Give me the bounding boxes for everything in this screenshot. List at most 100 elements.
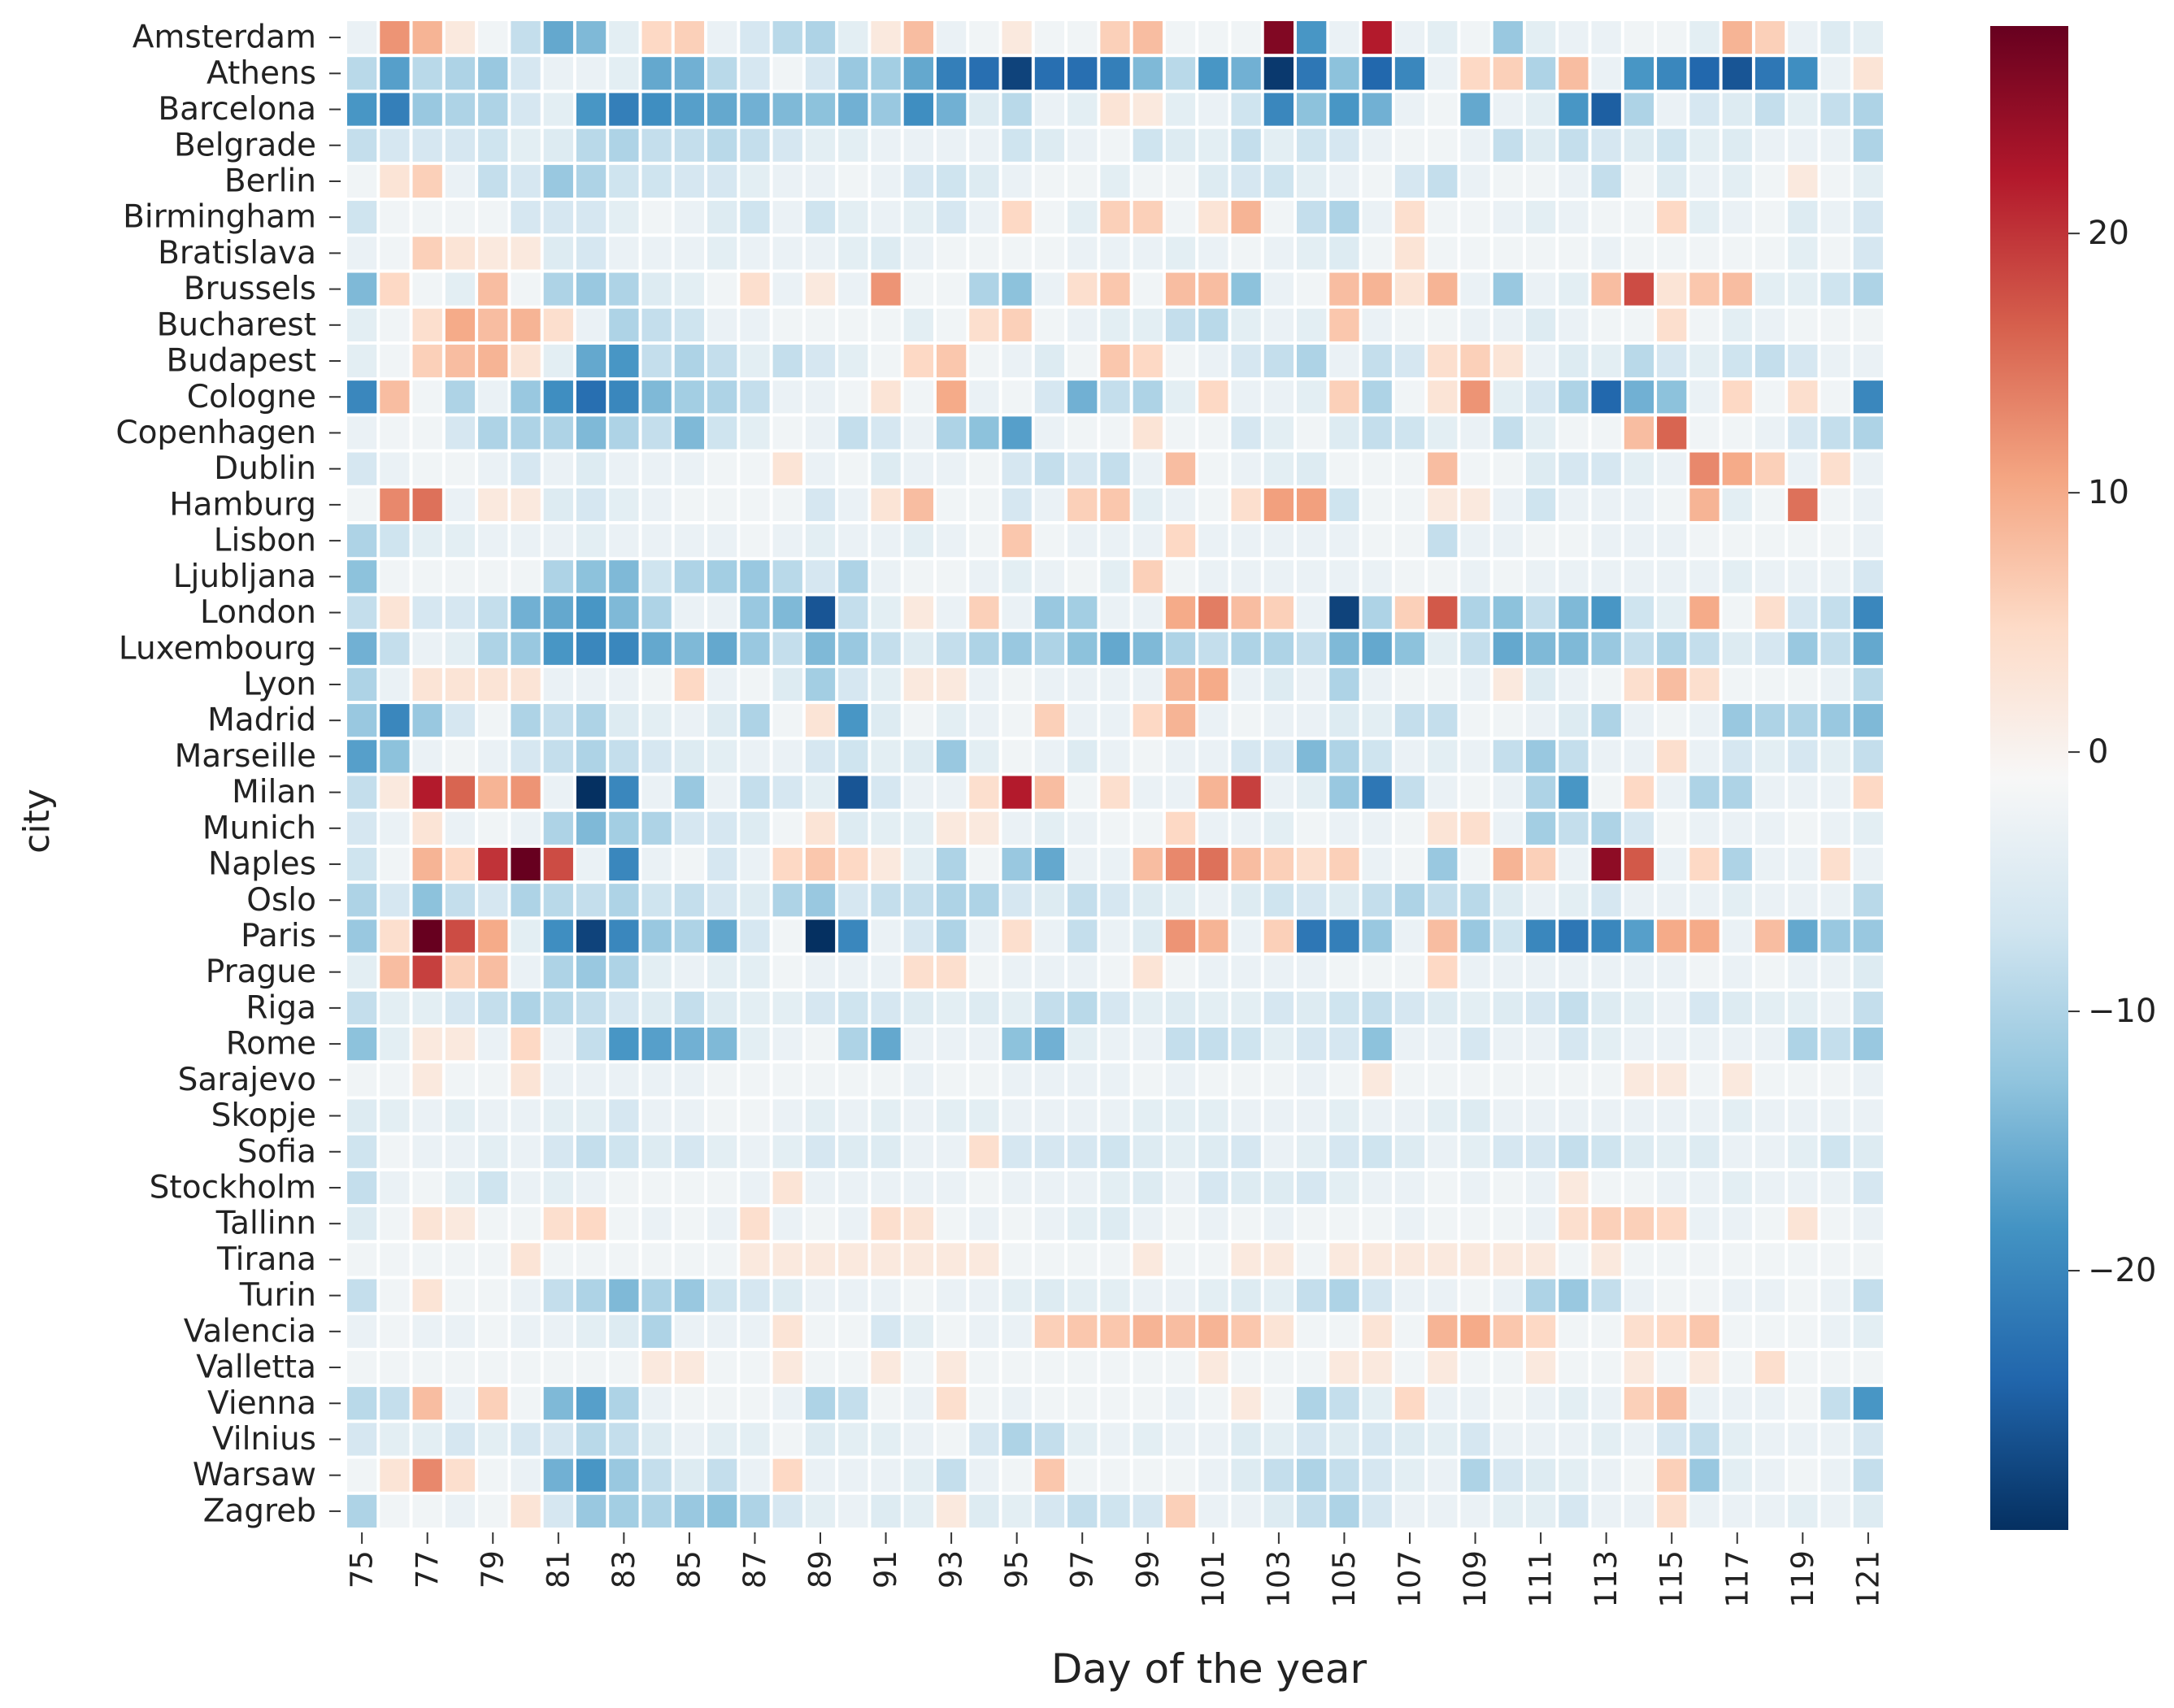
heatmap-cell (1394, 1063, 1425, 1097)
heatmap-cell (1297, 57, 1327, 90)
heatmap-cell (1394, 416, 1425, 450)
heatmap-cell (838, 1387, 868, 1420)
heatmap-cell (1559, 1387, 1589, 1420)
heatmap-cell (707, 847, 737, 881)
heatmap-cell (576, 21, 607, 54)
heatmap-cell (1559, 1171, 1589, 1205)
heatmap-cell (1198, 667, 1228, 702)
heatmap-cell (380, 1135, 410, 1168)
heatmap-cell (1329, 1458, 1359, 1492)
heatmap-cell (609, 1315, 639, 1348)
heatmap-cell (936, 164, 967, 198)
heatmap-cell (871, 1279, 901, 1312)
heatmap-cell (609, 272, 639, 306)
heatmap-cell (347, 955, 377, 989)
heatmap-cell (969, 1350, 999, 1384)
heatmap-cell (445, 416, 476, 450)
heatmap-cell (1133, 201, 1163, 234)
heatmap-cell (1165, 272, 1196, 306)
heatmap-cell (740, 667, 770, 702)
heatmap-cell (1329, 237, 1359, 270)
heatmap-cell (740, 380, 770, 414)
heatmap-cell (936, 272, 967, 306)
heatmap-cell (1231, 21, 1261, 54)
heatmap-cell (576, 991, 607, 1024)
heatmap-cell (1428, 632, 1458, 665)
heatmap-cell (1100, 1494, 1130, 1528)
heatmap-cell (1100, 1028, 1130, 1061)
heatmap-cell (1394, 164, 1425, 198)
heatmap-cell (1559, 776, 1589, 809)
heatmap-cell (1198, 488, 1228, 521)
heatmap-cell (641, 1494, 672, 1528)
heatmap-cell (543, 1350, 573, 1384)
heatmap-cell (969, 776, 999, 809)
heatmap-cell (412, 1207, 442, 1241)
x-tick-label: 85 (672, 1550, 707, 1588)
heatmap-cell (871, 1387, 901, 1420)
heatmap-cell (1722, 1171, 1752, 1205)
heatmap-cell (1034, 1494, 1065, 1528)
heatmap-cell (1820, 93, 1850, 126)
heatmap-cell (1394, 1350, 1425, 1384)
heatmap-cell (936, 1171, 967, 1205)
heatmap-cell (1034, 344, 1065, 378)
heatmap-cell (1297, 1207, 1327, 1241)
heatmap-cell (1428, 560, 1458, 593)
heatmap-cell (936, 1279, 967, 1312)
heatmap-cell (903, 1387, 933, 1420)
heatmap-cell (871, 164, 901, 198)
heatmap-cell (1754, 272, 1785, 306)
heatmap-cell (871, 344, 901, 378)
heatmap-cell (412, 524, 442, 558)
heatmap-cell (1525, 452, 1556, 485)
heatmap-cell (936, 416, 967, 450)
heatmap-cell (1493, 632, 1523, 665)
heatmap-cell (871, 811, 901, 845)
heatmap-cell (1002, 164, 1032, 198)
y-axis-tick-labels: AmsterdamAthensBarcelonaBelgradeBerlinBi… (115, 20, 341, 1529)
heatmap-cell (1133, 955, 1163, 989)
heatmap-cell (772, 955, 802, 989)
heatmap-cell (1165, 1171, 1196, 1205)
heatmap-cell (641, 488, 672, 521)
heatmap-cell (1362, 632, 1392, 665)
heatmap-cell (969, 632, 999, 665)
heatmap-cell (1231, 955, 1261, 989)
heatmap-cell (838, 1315, 868, 1348)
heatmap-cell (576, 1099, 607, 1132)
heatmap-cell (1853, 21, 1883, 54)
heatmap-cell (1297, 991, 1327, 1024)
heatmap-cell (380, 1207, 410, 1241)
heatmap-cell (1559, 308, 1589, 341)
heatmap-cell (1788, 1494, 1818, 1528)
heatmap-cell (1329, 1494, 1359, 1528)
heatmap-cell (1820, 308, 1850, 341)
heatmap-cell (511, 1171, 541, 1205)
heatmap-cell (1525, 704, 1556, 737)
heatmap-cell (772, 667, 802, 702)
heatmap-cell (1559, 955, 1589, 989)
heatmap-cell (1034, 632, 1065, 665)
heatmap-cell (576, 1494, 607, 1528)
heatmap-cell (641, 380, 672, 414)
heatmap-cell (1231, 164, 1261, 198)
heatmap-cell (478, 1171, 508, 1205)
heatmap-cell (1428, 847, 1458, 881)
heatmap-cell (805, 93, 836, 126)
heatmap-cell (1231, 272, 1261, 306)
heatmap-cell (838, 955, 868, 989)
heatmap-cell (1133, 488, 1163, 521)
heatmap-cell (1657, 1279, 1687, 1312)
heatmap-cell (674, 272, 705, 306)
heatmap-cell (969, 667, 999, 702)
heatmap-cell (1002, 1315, 1032, 1348)
heatmap-cell (1788, 1099, 1818, 1132)
heatmap-cell (674, 452, 705, 485)
heatmap-cell (1657, 776, 1687, 809)
heatmap-cell (1722, 1279, 1752, 1312)
heatmap-cell (347, 237, 377, 270)
heatmap-cell (641, 308, 672, 341)
heatmap-cell (1329, 632, 1359, 665)
heatmap-cell (478, 1135, 508, 1168)
